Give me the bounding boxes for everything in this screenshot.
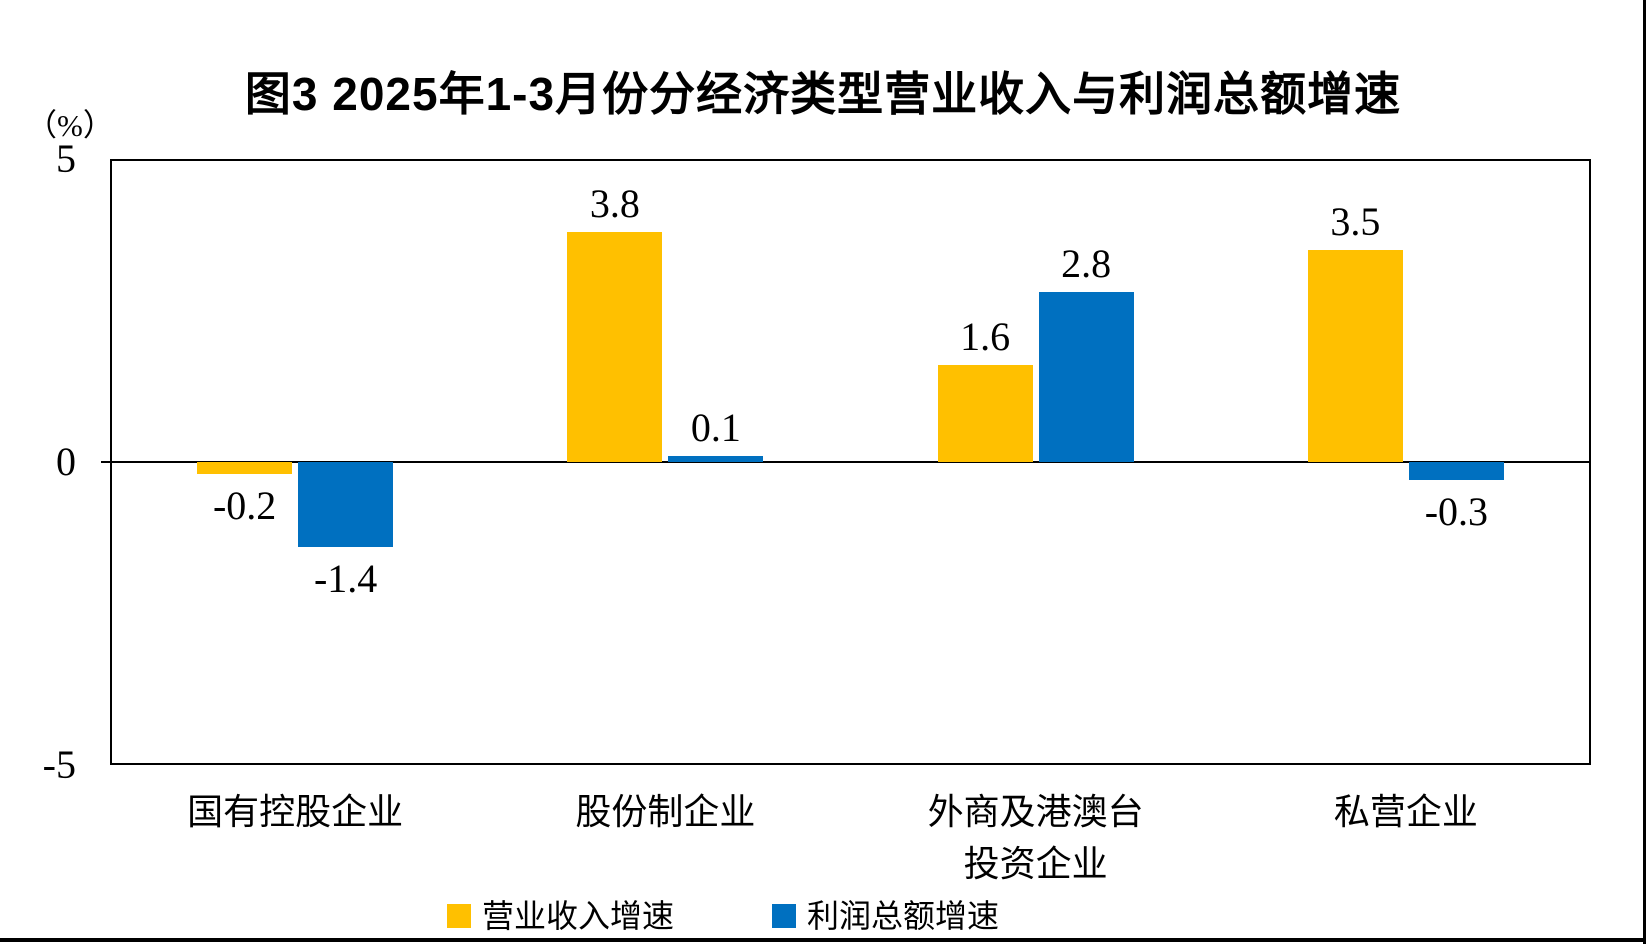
legend-label-profit: 利润总额增速 [807,898,1000,934]
legend-item-revenue: 营业收入增速 [447,898,674,934]
table-cell-right-border [1643,0,1646,944]
bar-利润总额增速-外商及港澳台投资企业 [1038,292,1134,462]
data-label: -0.3 [1424,489,1489,535]
bar-营业收入增速-外商及港澳台投资企业 [937,365,1033,462]
data-label: 0.1 [690,404,741,450]
x-axis-category-label: 国有控股企业 [110,786,480,838]
x-axis-category-label-line: 私营企业 [1333,792,1478,832]
y-axis-tick-label: -5 [42,742,76,787]
x-axis-category-label-line: 国有控股企业 [187,792,404,832]
x-axis-category-label: 外商及港澳台 投资企业 [851,786,1221,890]
bar-利润总额增速-私营企业 [1408,462,1504,481]
bar-营业收入增速-股份制企业 [567,231,663,462]
table-cell-bottom-border [0,938,1646,942]
zero-axis-line [101,461,1591,463]
bar-利润总额增速-股份制企业 [668,455,764,462]
data-label: 2.8 [1061,241,1112,287]
chart-title: 图3 2025年1-3月份分经济类型营业收入与利润总额增速 [244,68,1402,120]
legend-item-profit: 利润总额增速 [772,898,999,934]
bar-利润总额增速-国有控股企业 [298,462,394,547]
x-axis-category-label-line: 股份制企业 [575,792,756,832]
x-axis-category-label: 股份制企业 [480,786,850,838]
y-axis-tick-label: 0 [56,439,76,484]
x-axis-category-label: 私营企业 [1221,786,1591,838]
x-axis-category-label-line: 投资企业 [963,844,1108,884]
data-label: 1.6 [960,314,1011,360]
bar-营业收入增速-私营企业 [1307,249,1403,462]
data-label: -0.2 [212,483,277,529]
legend-revenue-swatch-icon [447,904,471,928]
y-axis-unit-label: （%） [26,108,114,143]
y-axis-tick-label: 5 [56,136,76,181]
data-label: 3.8 [589,180,640,226]
data-label: 3.5 [1330,198,1381,244]
legend-profit-swatch-icon [772,904,796,928]
bar-营业收入增速-国有控股企业 [197,462,293,475]
data-label: -1.4 [313,555,378,601]
x-axis-category-label-line: 外商及港澳台 [927,792,1144,832]
legend-label-revenue: 营业收入增速 [482,898,675,934]
